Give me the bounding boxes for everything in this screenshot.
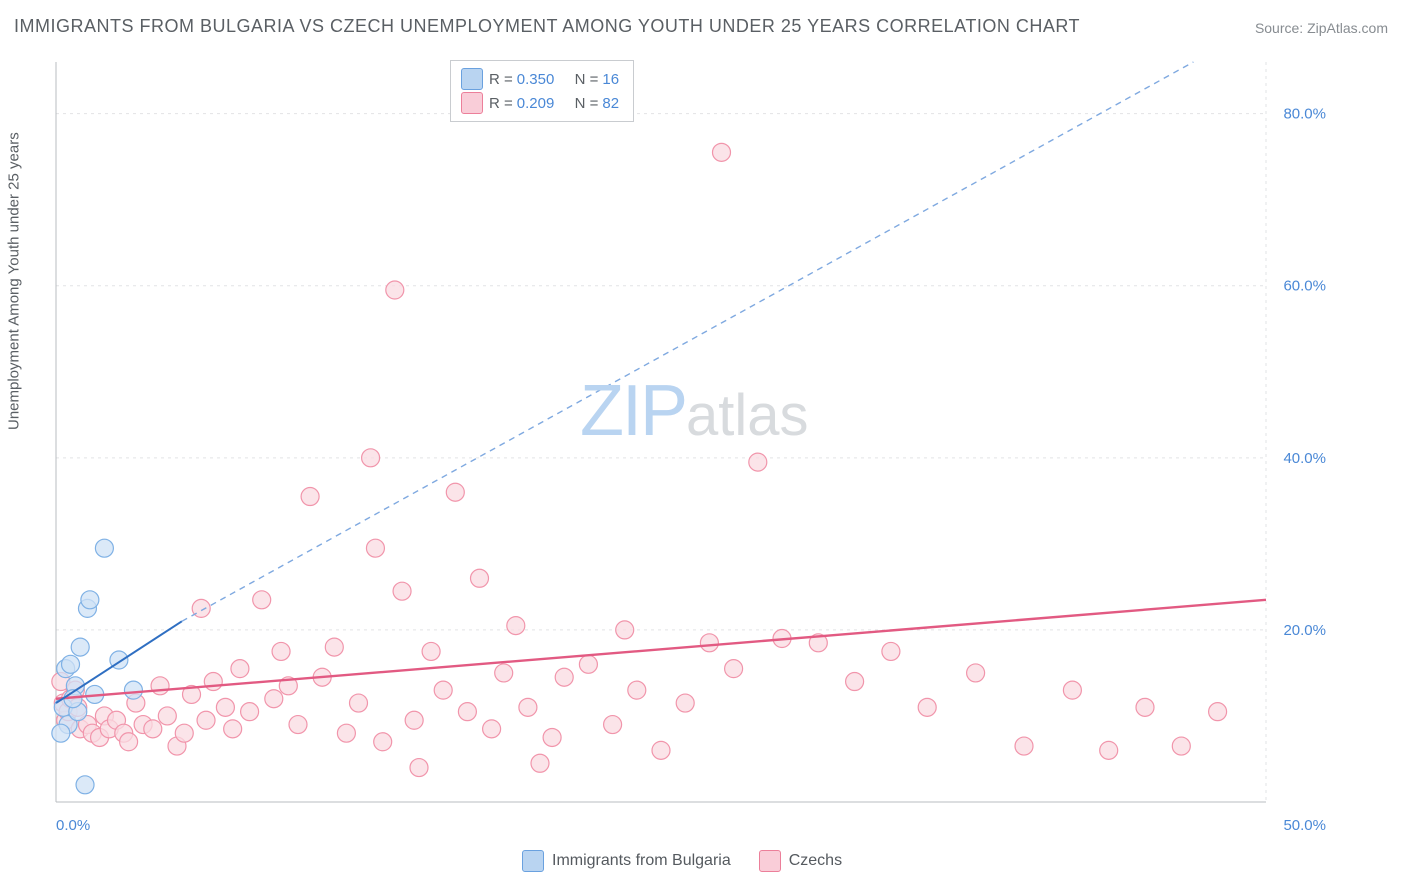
svg-text:20.0%: 20.0% bbox=[1283, 622, 1326, 639]
legend-label-czech: Czechs bbox=[789, 852, 842, 870]
swatch-czech bbox=[461, 92, 483, 114]
swatch-bulgaria bbox=[461, 68, 483, 90]
swatch-bulgaria-icon bbox=[522, 850, 544, 872]
r-value-czech: 0.209 bbox=[517, 95, 555, 112]
svg-text:60.0%: 60.0% bbox=[1283, 278, 1326, 295]
legend-row-czech: R = 0.209 N = 82 bbox=[461, 91, 619, 115]
svg-text:50.0%: 50.0% bbox=[1283, 817, 1326, 834]
legend-row-bulgaria: R = 0.350 N = 16 bbox=[461, 67, 619, 91]
svg-text:80.0%: 80.0% bbox=[1283, 106, 1326, 123]
n-value-bulgaria: 16 bbox=[602, 71, 619, 88]
n-value-czech: 82 bbox=[602, 95, 619, 112]
legend-item-bulgaria: Immigrants from Bulgaria bbox=[522, 850, 731, 872]
correlation-scatter-chart: 20.0% 40.0% 60.0% 80.0% 0.0% 50.0% bbox=[50, 58, 1346, 838]
source-attribution: Source: ZipAtlas.com bbox=[1255, 20, 1388, 36]
legend-label-bulgaria: Immigrants from Bulgaria bbox=[552, 852, 731, 870]
svg-text:40.0%: 40.0% bbox=[1283, 450, 1326, 467]
correlation-legend: R = 0.350 N = 16 R = 0.209 N = 82 bbox=[450, 60, 634, 122]
swatch-czech-icon bbox=[759, 850, 781, 872]
chart-svg: 20.0% 40.0% 60.0% 80.0% 0.0% 50.0% bbox=[50, 58, 1346, 838]
series-legend: Immigrants from Bulgaria Czechs bbox=[522, 850, 842, 872]
chart-title: IMMIGRANTS FROM BULGARIA VS CZECH UNEMPL… bbox=[14, 16, 1080, 37]
y-axis-label: Unemployment Among Youth under 25 years bbox=[6, 132, 23, 430]
svg-text:0.0%: 0.0% bbox=[56, 817, 90, 834]
r-value-bulgaria: 0.350 bbox=[517, 71, 555, 88]
legend-item-czech: Czechs bbox=[759, 850, 842, 872]
